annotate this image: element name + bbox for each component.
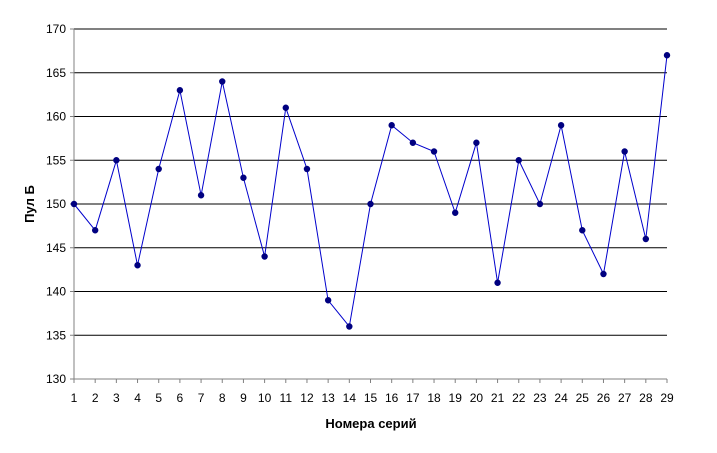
x-tick-label: 4: [134, 391, 141, 405]
x-tick-label: 2: [92, 391, 99, 405]
x-tick-label: 3: [113, 391, 120, 405]
x-tick-label: 14: [343, 391, 357, 405]
data-point: [197, 192, 205, 199]
y-tick-label: 160: [46, 110, 66, 124]
y-tick-label: 130: [46, 372, 66, 386]
x-tick-label: 16: [385, 391, 399, 405]
data-point: [91, 227, 99, 234]
data-point: [642, 235, 650, 243]
data-point: [409, 139, 417, 146]
data-point: [557, 122, 565, 129]
data-point: [219, 78, 226, 85]
x-tick-label: 15: [364, 391, 378, 405]
y-tick-label: 140: [46, 285, 66, 299]
data-point: [367, 200, 374, 208]
grid-lines: [74, 28, 667, 336]
x-tick-label: 19: [449, 391, 463, 405]
data-point: [452, 209, 459, 216]
data-point: [621, 148, 628, 155]
x-tick-label: 25: [576, 391, 590, 405]
x-tick-label: 20: [470, 391, 484, 405]
data-point: [134, 262, 141, 269]
data-point: [261, 253, 268, 260]
x-tick-label: 5: [155, 391, 162, 405]
y-tick-label: 150: [46, 197, 66, 211]
x-tick-label: 27: [618, 391, 632, 405]
data-point: [70, 200, 78, 208]
x-tick-label: 8: [219, 391, 226, 405]
y-tick-label: 170: [46, 22, 66, 36]
data-point: [303, 165, 311, 173]
data-point: [473, 139, 480, 146]
y-tick-label: 155: [46, 153, 66, 167]
data-point: [282, 104, 289, 111]
data-point: [600, 270, 607, 278]
x-tick-label: 7: [198, 391, 205, 405]
data-point: [155, 165, 162, 173]
series-group: [70, 52, 671, 330]
data-point: [663, 52, 671, 59]
y-tick-label: 165: [46, 66, 66, 80]
x-tick-label: 10: [258, 391, 272, 405]
x-tick-labels: 1 2 3 4 5 6 7 8 9 10 11 12 13 14 15 16 17 18 19 20 21 22 23 24 2…: [71, 379, 674, 405]
y-tick-label: 145: [46, 241, 66, 255]
data-point: [536, 200, 544, 208]
data-point: [113, 157, 120, 164]
x-tick-label: 9: [240, 391, 247, 405]
data-point: [388, 122, 395, 129]
x-tick-label: 1: [71, 391, 78, 405]
x-tick-label: 22: [512, 391, 526, 405]
x-tick-label: 21: [491, 391, 505, 405]
y-tick-labels: 130 135 140 145 150 155 160 165 170: [46, 22, 74, 386]
x-tick-label: 11: [280, 391, 293, 405]
x-tick-label: 24: [554, 391, 568, 405]
x-tick-label: 29: [660, 391, 674, 405]
x-tick-label: 13: [321, 391, 335, 405]
data-point: [494, 279, 501, 286]
data-point: [430, 148, 438, 155]
series-line: [73, 55, 668, 328]
x-tick-label: 26: [597, 391, 611, 405]
x-tick-label: 28: [639, 391, 653, 405]
y-tick-label: 135: [46, 328, 66, 342]
data-point: [346, 323, 353, 330]
data-point: [176, 87, 184, 94]
y-axis-title: Пул Б: [22, 185, 37, 223]
data-point: [515, 157, 522, 164]
data-point: [579, 227, 586, 234]
x-tick-label: 23: [533, 391, 547, 405]
x-tick-label: 18: [427, 391, 441, 405]
x-tick-label: 6: [177, 391, 184, 405]
x-tick-label: 17: [406, 391, 420, 405]
data-point: [240, 174, 247, 181]
data-point: [324, 297, 332, 304]
x-axis-title: Номера серий: [325, 416, 416, 431]
x-tick-label: 12: [300, 391, 314, 405]
